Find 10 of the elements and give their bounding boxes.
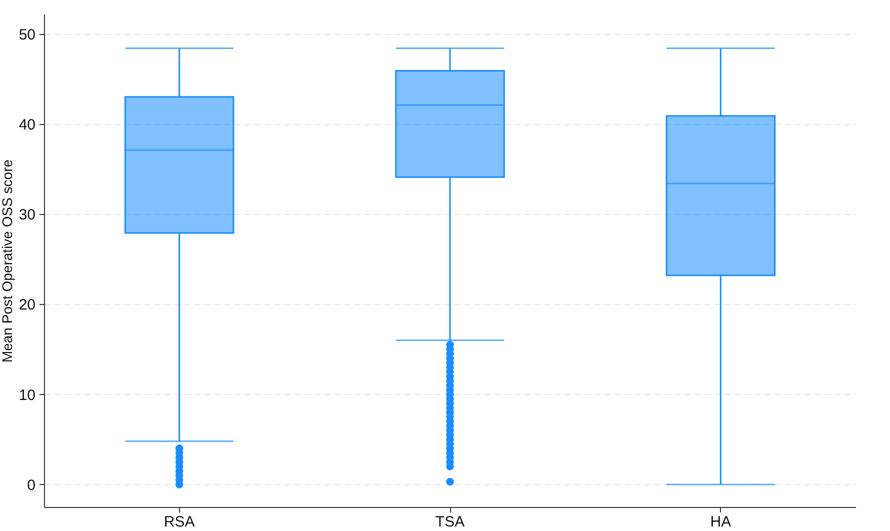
x-tick-label: RSA [164, 514, 195, 530]
y-tick-label: 30 [18, 206, 36, 224]
y-tick-label: 50 [18, 26, 36, 44]
y-axis-title: Mean Post Operative OSS score [0, 159, 15, 363]
x-tick-label: HA [710, 514, 732, 530]
y-tick-label: 40 [18, 116, 36, 134]
y-tick-label: 10 [18, 386, 36, 404]
y-tick-label: 20 [18, 296, 36, 314]
y-tick-label: 0 [27, 476, 36, 494]
x-tick-label: TSA [435, 514, 465, 530]
